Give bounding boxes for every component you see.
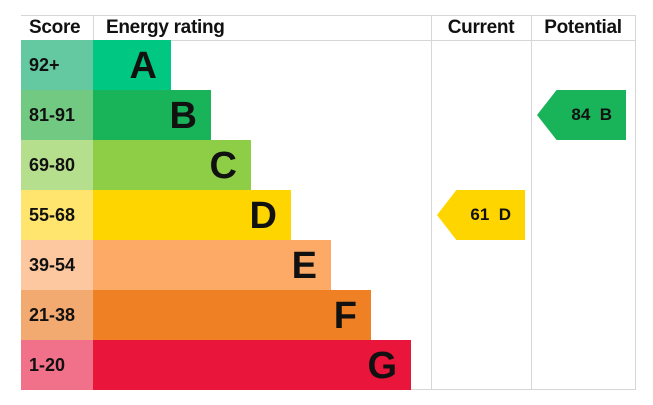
divider-right — [635, 15, 636, 390]
score-cell-e: 39-54 — [21, 240, 93, 290]
rating-bar-d: D — [93, 190, 291, 240]
header-score: Score — [29, 17, 81, 38]
header-current: Current — [447, 17, 515, 38]
header-energy-rating: Energy rating — [106, 17, 225, 38]
header-potential: Potential — [544, 17, 622, 38]
header-border — [21, 40, 635, 41]
rating-bar-b: B — [93, 90, 211, 140]
divider-current — [431, 15, 432, 390]
score-cell-a: 92+ — [21, 40, 93, 90]
rating-bar-c: C — [93, 140, 251, 190]
divider-potential — [531, 15, 532, 390]
rating-bar-e: E — [93, 240, 331, 290]
current-rating-arrow: 61 D — [437, 190, 525, 240]
score-cell-d: 55-68 — [21, 190, 93, 240]
potential-rating-label: 84 B — [571, 105, 612, 124]
rating-bar-g: G — [93, 340, 411, 390]
top-border — [21, 15, 635, 16]
score-cell-f: 21-38 — [21, 290, 93, 340]
score-cell-b: 81-91 — [21, 90, 93, 140]
potential-rating-arrow: 84 B — [537, 90, 626, 140]
score-cell-g: 1-20 — [21, 340, 93, 390]
rating-bar-f: F — [93, 290, 371, 340]
bottom-border — [411, 389, 635, 390]
divider-score — [93, 15, 94, 40]
current-rating-label: 61 D — [470, 205, 511, 224]
score-cell-c: 69-80 — [21, 140, 93, 190]
rating-bar-a: A — [93, 40, 171, 90]
